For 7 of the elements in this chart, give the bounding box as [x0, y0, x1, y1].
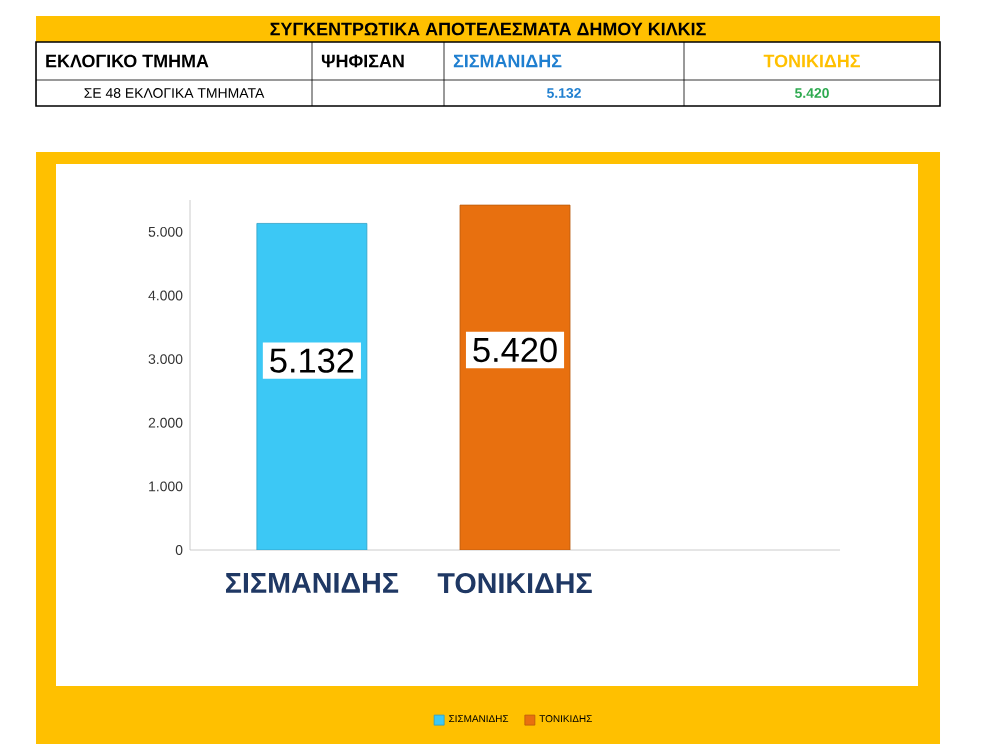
- data-label: 5.420: [473, 337, 557, 363]
- category-label: ΤΟΝΙΚΙΔΗΣ: [763, 54, 860, 68]
- data-label: 5.132: [270, 348, 354, 373]
- category-label: ΣΙΣΜΑΝΙΔΗΣ: [453, 54, 562, 68]
- chart-title: ΣΥΓΚΕΝΤΡΩΤΙΚΑ ΑΠΟΤΕΛΕΣΜΑΤΑ ΔΗΜΟΥ ΚΙΛΚΙΣ: [270, 22, 706, 36]
- text: ΨΗΦΙΣΑΝ: [321, 54, 404, 68]
- text: ΕΚΛΟΓΙΚΟ ΤΜΗΜΑ: [46, 54, 209, 68]
